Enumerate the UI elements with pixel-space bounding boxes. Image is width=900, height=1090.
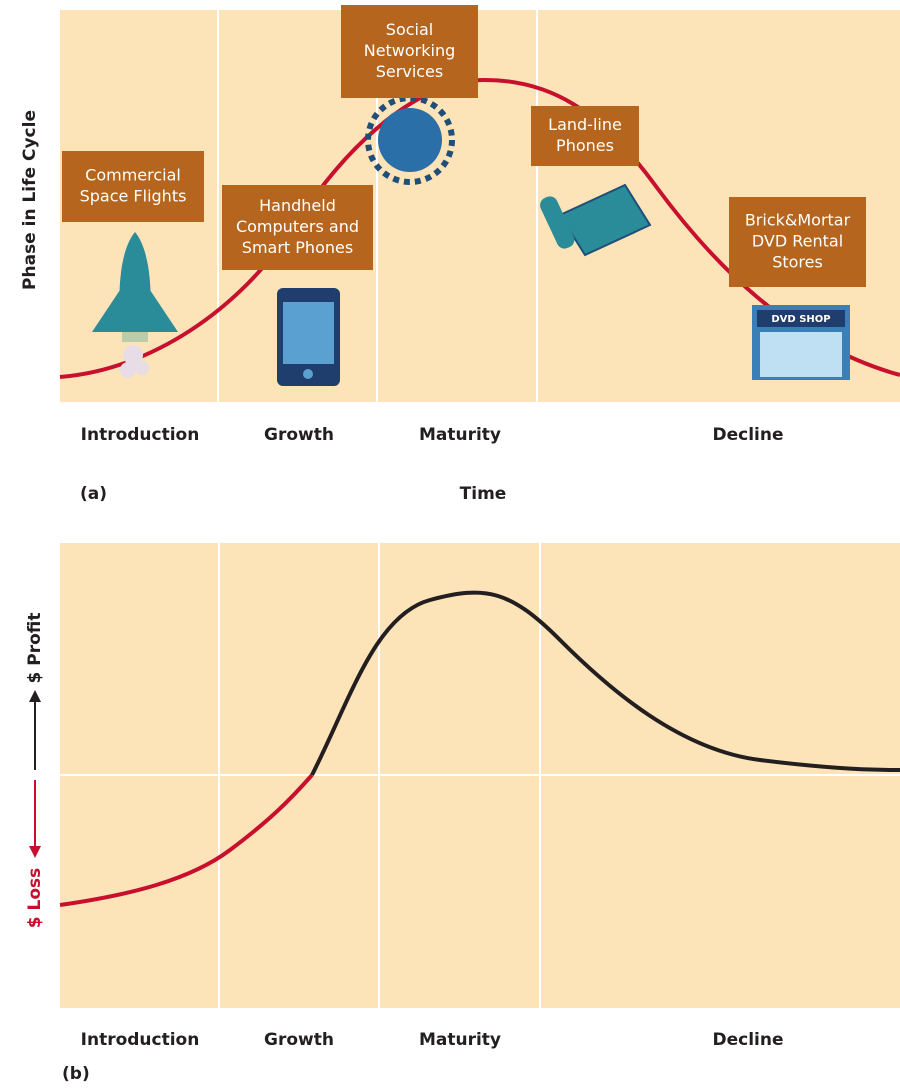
callout-text: Smart Phones (242, 238, 353, 257)
callout-text: Computers and (236, 217, 359, 236)
profit-curve (310, 590, 900, 776)
callout-text: Brick&Mortar (745, 211, 851, 230)
y-axis-label: Phase in Life Cycle (20, 110, 40, 290)
globe-icon (365, 95, 455, 185)
smartphone-icon (277, 288, 340, 386)
loss-curve (59, 773, 314, 907)
callout-text: Services (376, 62, 443, 81)
phase-label: Introduction (81, 1030, 200, 1050)
callout-text: Social (386, 20, 433, 39)
callout-text: Land-line (548, 115, 622, 134)
phase-label: Decline (712, 425, 783, 445)
callout-text: Space Flights (80, 187, 187, 206)
rocket-icon (92, 232, 178, 378)
phase-label: Maturity (419, 425, 501, 445)
life-cycle-curve (59, 77, 900, 379)
phase-label: Introduction (81, 425, 200, 445)
loss-label: $ Loss (25, 868, 45, 929)
callout-box (729, 197, 866, 287)
phase-label: Decline (712, 1030, 783, 1050)
callout-box (222, 185, 373, 270)
telephone-icon (540, 183, 652, 257)
callout-text: DVD Rental (752, 232, 843, 251)
callout-text: Handheld (259, 196, 336, 215)
profit-arrowhead (29, 690, 41, 702)
panel-label: (a) (80, 484, 107, 504)
callout-text: Networking (364, 41, 456, 60)
callout-box (62, 151, 204, 222)
callout-box (341, 5, 478, 98)
x-axis-label: Time (460, 484, 507, 504)
phase-label: Growth (264, 1030, 334, 1050)
dvd-shop-icon: DVD SHOP (752, 305, 850, 380)
loss-arrowhead (29, 846, 41, 858)
phase-label: Maturity (419, 1030, 501, 1050)
phase-dividers (60, 543, 900, 1008)
shop-sign: DVD SHOP (771, 314, 830, 325)
callout-text: Phones (556, 136, 614, 155)
phase-label: Growth (264, 425, 334, 445)
panel-label: (b) (62, 1064, 90, 1084)
callout-text: Commercial (85, 166, 181, 185)
profit-label: $ Profit (25, 613, 45, 684)
callout-box (531, 106, 639, 166)
callout-text: Stores (772, 253, 823, 272)
